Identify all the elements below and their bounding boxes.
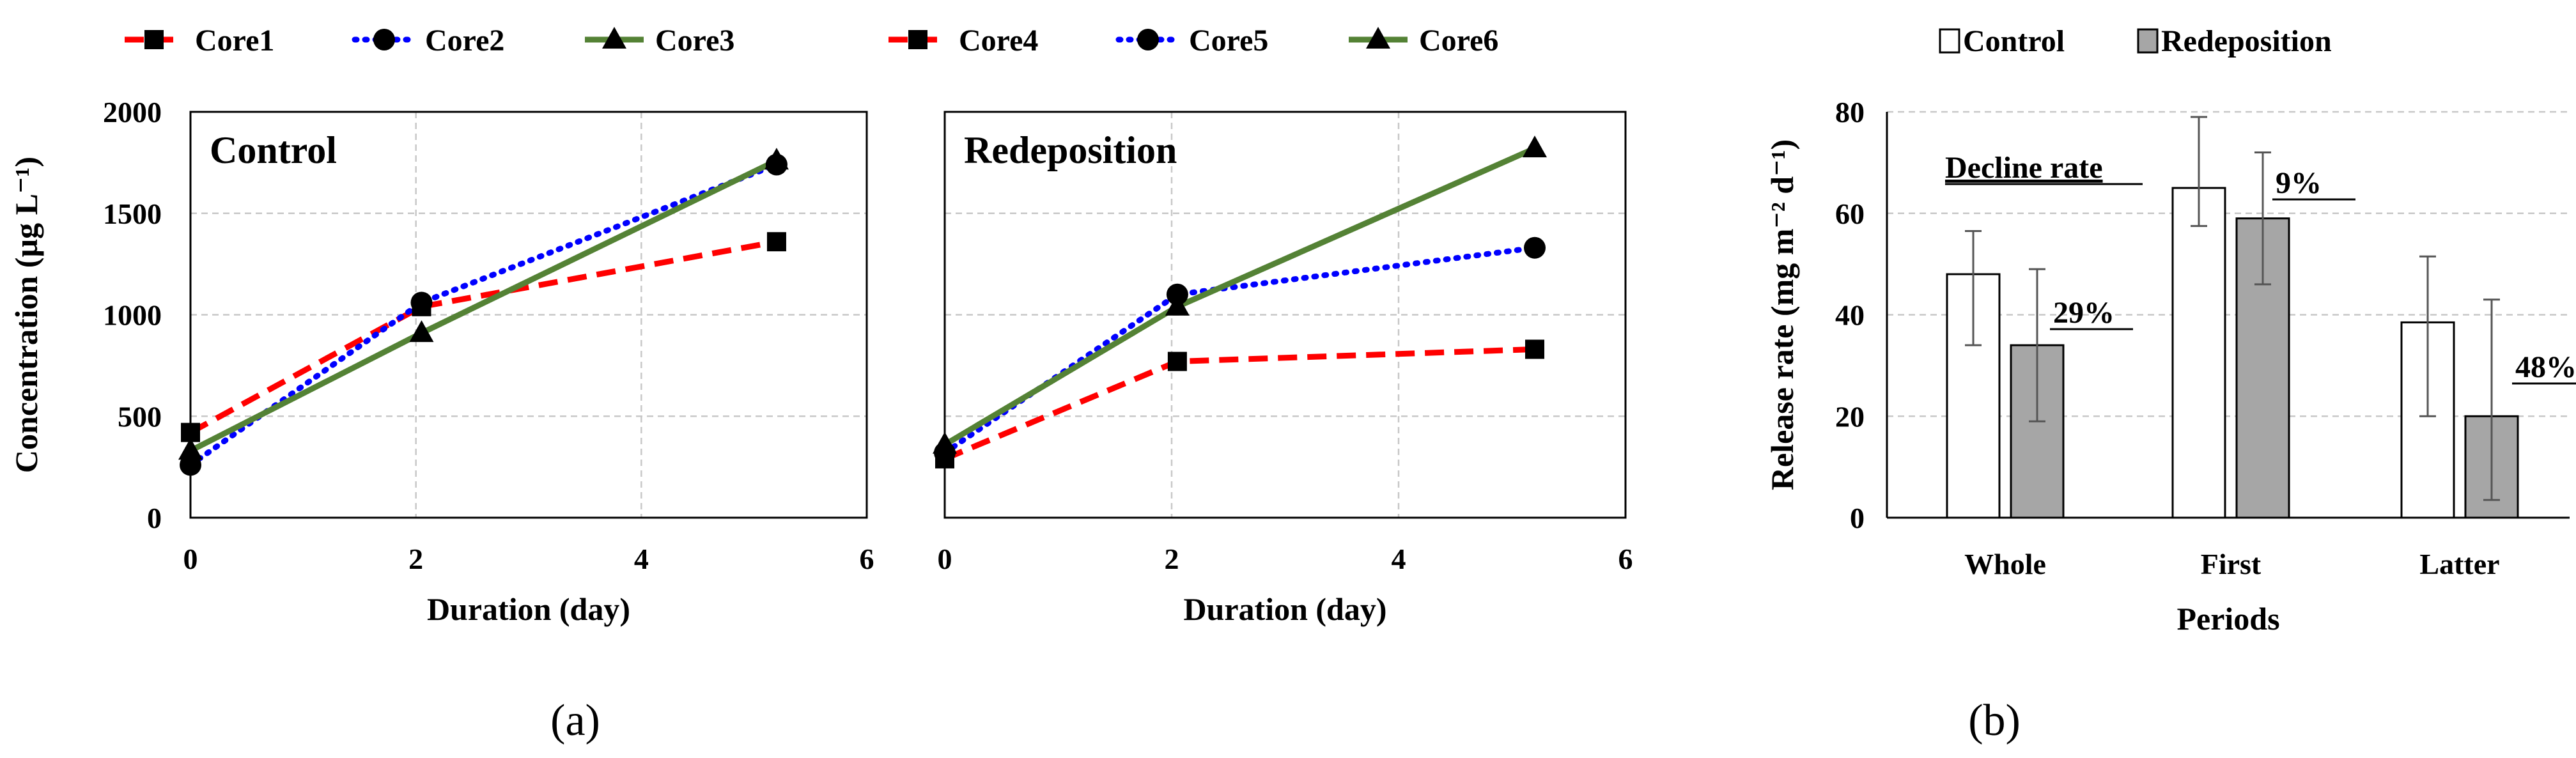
y-tick-label: 0 [1850,502,1865,534]
plot-frame [189,111,868,519]
data-point-core5 [1524,236,1546,259]
x-axis-title: Duration (day) [1183,591,1386,627]
y-tick-label: 60 [1835,197,1865,230]
data-point-core6 [933,431,957,454]
data-point-core2 [410,291,433,314]
y-tick-label: 80 [1835,96,1865,128]
plot-frame [943,111,1627,519]
data-point-core4 [1167,352,1187,371]
bar-control-first [2171,187,2226,519]
x-tick-label: 2 [1165,543,1179,575]
data-point-core3 [409,320,434,343]
x-tick-label: 0 [938,543,952,575]
panel-title: Redeposition [964,129,1177,171]
y-tick-label: 0 [147,502,162,534]
legend-label-control: Control [1963,24,2065,58]
y-tick-label: 40 [1835,299,1865,332]
decline-rate-label: 9% [2276,166,2322,200]
control-line-chart: 0 2 4 6 0 500 1000 1500 2000 Duration (day) Concen… [8,24,874,627]
x-tick-label: 2 [408,543,423,575]
y-tick-label: 500 [118,400,162,433]
legend-core3-marker [602,27,626,49]
data-point-core6 [1165,293,1190,316]
x-tick-label: 0 [183,543,198,575]
caption-a: (a) [550,696,600,745]
x-category-label: Latter [2419,548,2499,580]
series-line-core1 [189,238,777,435]
y-tick-label: 1000 [103,299,162,332]
legend-core1-label: Core1 [195,24,274,58]
y-tick-label: 20 [1835,400,1865,433]
legend-core4-marker [908,30,927,49]
x-axis-title: Periods [2176,601,2279,637]
x-category-label: Whole [1964,548,2046,580]
redeposition-line-chart: 0 2 4 6 Duration (day) Redeposition Core4 Core5… [888,24,1633,627]
legend-core4-label: Core4 [959,24,1038,58]
y-tick-label: 2000 [103,96,162,128]
data-point-core4 [1525,339,1544,359]
x-axis-title: Duration (day) [427,591,630,627]
x-category-label: First [2201,548,2262,580]
x-tick-label: 6 [1618,543,1633,575]
legend-swatch-control [1939,28,1960,54]
y-tick-label: 1500 [103,197,162,230]
legend-core2-label: Core2 [425,24,504,58]
x-tick-label: 4 [634,543,649,575]
y-axis-title: Release rate (mg m⁻² d⁻¹) [1764,139,1800,490]
legend-core6-label: Core6 [1419,24,1498,58]
series-line-core6 [943,146,1536,447]
legend-core1-marker [144,30,164,49]
data-point-core3 [178,438,203,460]
data-point-core6 [1523,135,1547,158]
data-point-core3 [764,148,789,170]
data-point-core1 [766,232,786,252]
legend-core5-label: Core5 [1189,24,1268,58]
y-axis-title: Concentration (µg L⁻¹) [8,157,44,473]
decline-rate-heading: Decline rate [1945,151,2103,185]
legend-core6-marker [1366,27,1390,49]
series-line-core3 [189,158,778,454]
series-line-core4 [943,346,1535,462]
x-tick-label: 4 [1392,543,1406,575]
legend-swatch-redeposition [2137,28,2159,54]
decline-rate-label: 48% [2515,350,2576,384]
panel-title: Control [210,129,337,171]
legend-core5-marker [1137,29,1159,50]
x-tick-label: 6 [860,543,874,575]
release-rate-bar-chart: 0 20 40 60 80 Release rate (mg m⁻² d⁻¹) Period… [1764,24,2576,637]
legend-label-redeposition: Redeposition [2161,24,2332,58]
legend-core2-marker [373,29,395,50]
caption-b: (b) [1968,696,2021,745]
decline-rate-label: 29% [2053,296,2114,330]
legend-core3-label: Core3 [655,24,734,58]
